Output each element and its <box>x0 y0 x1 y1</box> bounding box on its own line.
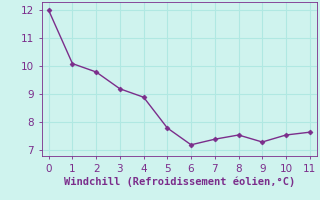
X-axis label: Windchill (Refroidissement éolien,°C): Windchill (Refroidissement éolien,°C) <box>64 176 295 187</box>
